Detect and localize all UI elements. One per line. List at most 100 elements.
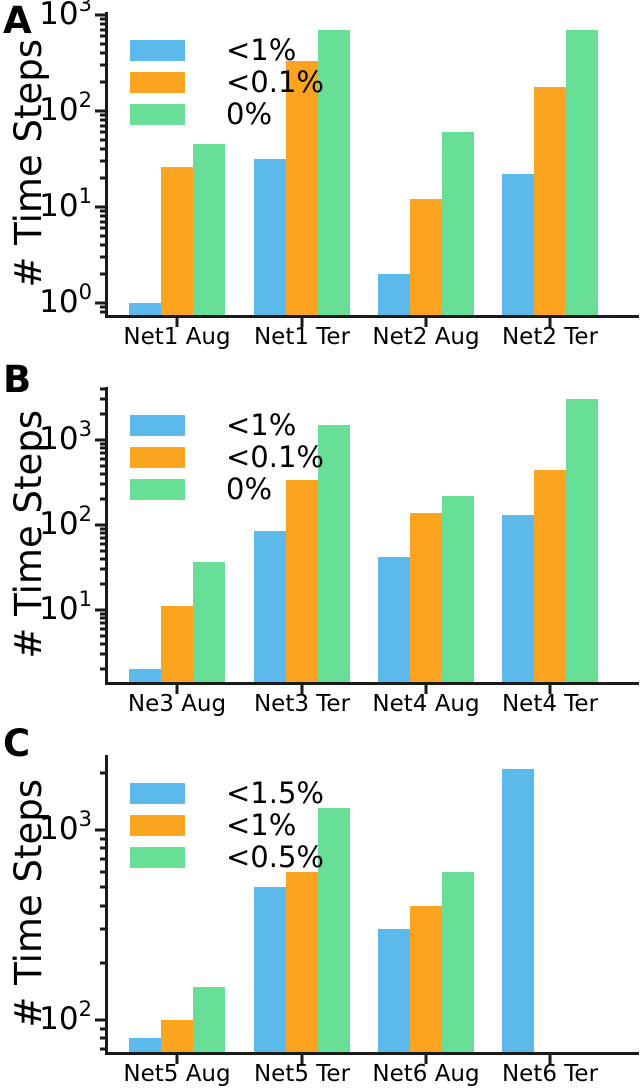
- y-tick-label: 103: [39, 0, 92, 32]
- y-minor-tick: [100, 113, 105, 117]
- bar: [442, 872, 474, 1052]
- panel-c: C # Time Steps 102 103 Net5 Aug Net5 Ter Net6 …: [0, 722, 640, 1088]
- x-tick: [424, 318, 428, 327]
- legend-row: 0%: [130, 100, 272, 129]
- bar: [502, 174, 534, 315]
- y-minor-tick: [100, 472, 105, 476]
- y-minor-tick: [100, 634, 105, 638]
- y-minor-tick: [100, 124, 105, 128]
- y-minor-tick: [100, 652, 105, 656]
- y-minor-tick: [100, 542, 105, 546]
- legend-label: <1%: [226, 408, 297, 442]
- y-minor-tick: [100, 34, 105, 38]
- legend-label: <1%: [226, 808, 297, 842]
- bar: [254, 158, 286, 315]
- y-minor-tick: [100, 771, 105, 775]
- bar: [193, 561, 225, 682]
- legend-row: <1%: [130, 811, 296, 840]
- x-tick-label: Net4 Aug: [372, 691, 480, 717]
- y-minor-tick: [100, 527, 105, 531]
- y-tick-label: 102: [39, 87, 92, 128]
- y-tick-label: 101: [39, 183, 92, 224]
- y-minor-tick: [100, 857, 105, 861]
- y-minor-tick: [100, 305, 105, 309]
- y-minor-tick: [100, 667, 105, 671]
- x-tick: [175, 1055, 179, 1064]
- y-tick-label: 103: [39, 806, 92, 847]
- x-tick-label: Net3 Ter: [253, 691, 351, 717]
- bar: [442, 132, 474, 315]
- legend-swatch: [130, 72, 185, 93]
- y-minor-tick: [100, 446, 105, 450]
- y-minor-tick: [100, 549, 105, 553]
- y-minor-tick: [100, 272, 105, 276]
- y-minor-tick: [100, 130, 105, 134]
- y-minor-tick: [100, 482, 105, 486]
- y-tick-label: 103: [39, 416, 92, 457]
- y-minor-tick: [100, 904, 105, 908]
- bar: [534, 86, 566, 315]
- x-tick: [548, 1055, 552, 1064]
- y-minor-tick: [100, 1027, 105, 1031]
- y-minor-tick: [100, 567, 105, 571]
- bar: [286, 479, 318, 682]
- y-major-tick: [95, 301, 105, 305]
- y-minor-tick: [100, 51, 105, 55]
- bar: [129, 1038, 161, 1052]
- x-tick-label: Net5 Aug: [123, 1061, 231, 1087]
- panel-b: B # Time Steps 101 102 103 Ne3 Aug Net3 Ter Net…: [0, 360, 640, 722]
- bar: [502, 515, 534, 682]
- panel-a: A # Time Steps 100 101 102 103 Net1 Aug Net1 Te…: [0, 0, 640, 360]
- y-minor-tick: [100, 226, 105, 230]
- bar: [161, 606, 193, 682]
- y-major-tick: [95, 523, 105, 527]
- y-major-tick: [95, 205, 105, 209]
- bar: [161, 167, 193, 315]
- bar: [254, 887, 286, 1052]
- bar: [318, 425, 350, 682]
- y-minor-tick: [100, 397, 105, 401]
- y-minor-tick: [100, 616, 105, 620]
- y-minor-tick: [100, 234, 105, 238]
- legend-swatch: [130, 40, 185, 61]
- y-minor-tick: [100, 457, 105, 461]
- legend-label: 0%: [226, 472, 273, 506]
- x-tick-label: Net2 Aug: [372, 324, 480, 350]
- bar: [442, 495, 474, 682]
- y-minor-tick: [100, 497, 105, 501]
- x-tick-label: Net2 Ter: [501, 324, 599, 350]
- y-minor-tick: [100, 214, 105, 218]
- x-tick: [300, 318, 304, 327]
- bar: [254, 531, 286, 682]
- bar: [378, 557, 410, 682]
- y-minor-tick: [100, 17, 105, 21]
- y-minor-tick: [100, 464, 105, 468]
- y-minor-tick: [100, 927, 105, 931]
- y-minor-tick: [100, 961, 105, 965]
- x-tick: [548, 318, 552, 327]
- legend-swatch: [130, 415, 185, 436]
- x-tick: [548, 685, 552, 694]
- y-minor-tick: [100, 42, 105, 46]
- legend-row: 0%: [130, 475, 272, 504]
- y-minor-tick: [100, 28, 105, 32]
- y-major-tick: [95, 828, 105, 832]
- y-minor-tick: [100, 209, 105, 213]
- y-minor-tick: [100, 612, 105, 616]
- legend-swatch: [130, 847, 185, 868]
- y-minor-tick: [100, 255, 105, 259]
- bar: [378, 274, 410, 315]
- legend-row: <1%: [130, 36, 296, 65]
- legend-label: <0.1%: [226, 65, 324, 99]
- legend-row: <1.5%: [130, 779, 324, 808]
- plot-area: 102 103 Net5 Aug Net5 Ter Net6 Aug Net6 Ter <1…: [39, 755, 639, 1086]
- panel-letter: B: [3, 358, 32, 401]
- bar: [193, 144, 225, 315]
- x-tick-label: Net5 Ter: [253, 1061, 351, 1087]
- y-minor-tick: [100, 582, 105, 586]
- bar: [410, 199, 442, 315]
- panel-letter: A: [3, 0, 32, 42]
- plot-area: 100 101 102 103 Net1 Aug Net1 Ter Net2 Aug Net2…: [39, 0, 639, 349]
- y-tick-label: 102: [39, 501, 92, 542]
- legend-swatch: [130, 447, 185, 468]
